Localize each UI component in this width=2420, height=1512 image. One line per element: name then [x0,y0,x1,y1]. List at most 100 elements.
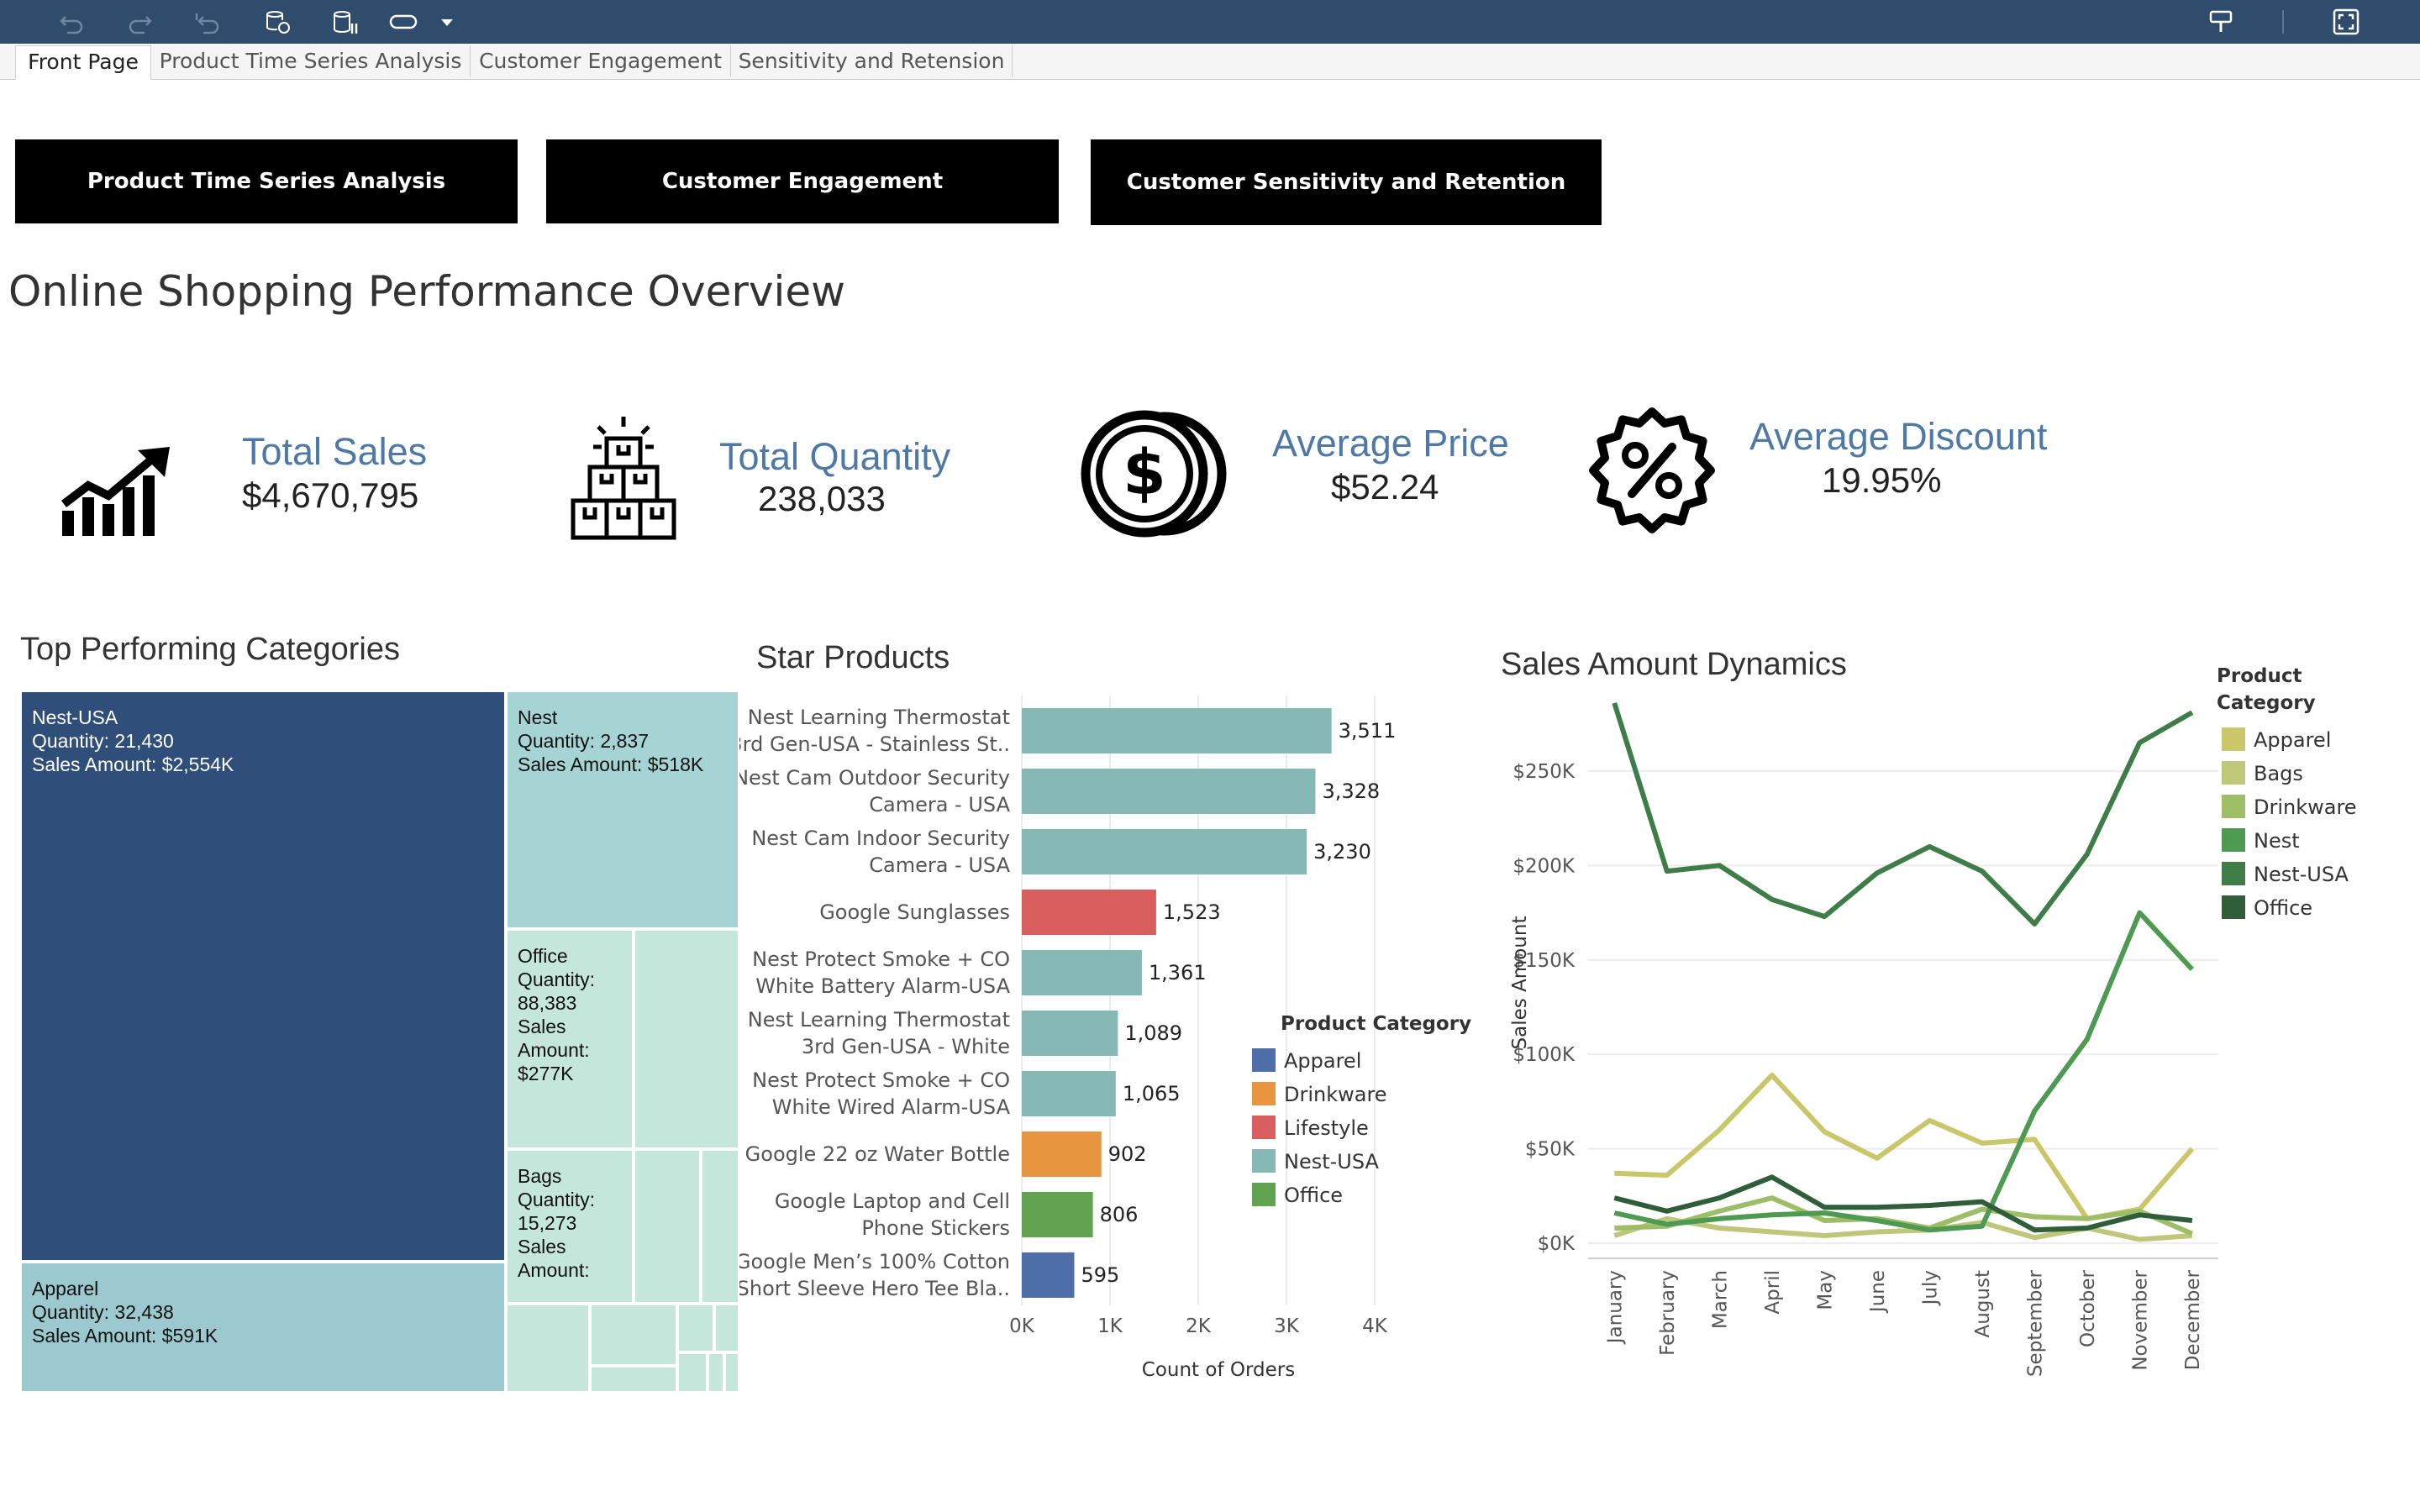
legend-swatch[interactable] [2222,795,2245,818]
legend-swatch[interactable] [1252,1149,1276,1173]
category-label: White Battery Alarm-USA [755,974,1010,998]
treemap-subtile[interactable] [634,929,739,1149]
treemap-subtile[interactable] [701,1149,739,1304]
tile-name: Nest [518,706,558,728]
bar[interactable] [1022,1131,1102,1177]
category-label: Google Men’s 100% Cotton [739,1250,1010,1273]
x-tick-label: October [2077,1269,2099,1347]
legend-swatch[interactable] [2222,727,2245,751]
category-label: Nest Protect Smoke + CO [752,948,1010,971]
dropdown-caret-icon[interactable] [432,7,457,37]
category-label: Short Sleeve Hero Tee Bla.. [739,1277,1010,1300]
tab-customer-engagement[interactable]: Customer Engagement [471,45,731,77]
total-quantity-value: 238,033 [758,479,886,518]
y-tick-label: $50K [1525,1139,1576,1161]
legend-title: Category [2217,692,2316,714]
x-tick-label: 0K [1009,1315,1035,1337]
x-tick-label: September [2024,1269,2046,1377]
treemap-subtile[interactable] [506,1304,590,1393]
legend-label: Apparel [2254,728,2331,752]
bar[interactable] [1022,1071,1116,1116]
treemap-subtile[interactable] [677,1352,708,1393]
bar-value-label: 1,089 [1124,1021,1182,1045]
treemap-subtile[interactable] [677,1304,714,1352]
series-line[interactable] [1613,1215,2193,1242]
y-tick-label: $0K [1538,1233,1576,1255]
series-line[interactable] [1613,910,2194,1233]
redo-icon[interactable] [124,7,155,37]
treemap-subtile[interactable] [634,1149,701,1304]
x-tick-label: July [1919,1270,1941,1306]
bar[interactable] [1022,829,1307,874]
tab-sensitivity-and-retension[interactable]: Sensitivity and Retension [731,45,1013,77]
x-axis-label: Count of Orders [1142,1359,1295,1381]
treemap-tile-bags[interactable]: Bags Quantity: 15,273 Sales Amount: [506,1149,634,1304]
fullscreen-icon[interactable] [2331,7,2361,37]
sheet-tab-bar: Front Page Product Time Series Analysis … [0,44,2420,80]
undo-icon[interactable] [57,7,87,37]
sales-amount-dynamics-title: Sales Amount Dynamics [1501,647,1847,682]
tile-quantity-value: 15,273 [518,1212,577,1234]
treemap-tile-apparel[interactable]: Apparel Quantity: 32,438 Sales Amount: $… [20,1262,506,1393]
series-line[interactable] [1612,702,2194,927]
legend-swatch[interactable] [1252,1183,1276,1206]
product-time-series-analysis-button[interactable]: Product Time Series Analysis [15,139,518,223]
treemap-tile-nest-usa[interactable]: Nest-USA Quantity: 21,430 Sales Amount: … [20,690,506,1262]
total-sales-label: Total Sales [242,430,428,473]
tile-sales-label: Amount: [518,1259,590,1281]
treemap-subtile[interactable] [590,1304,677,1366]
bar[interactable] [1022,708,1332,753]
treemap-subtile[interactable] [714,1304,739,1352]
treemap-tile-office[interactable]: Office Quantity: 88,383 Sales Amount: $2… [506,929,634,1149]
series-line[interactable] [1614,1072,2195,1221]
tab-front-page[interactable]: Front Page [15,45,151,80]
y-tick-label: $150K [1512,950,1576,972]
bar[interactable] [1022,1252,1075,1298]
category-label: Google Laptop and Cell [775,1189,1010,1213]
legend-swatch[interactable] [2222,895,2245,919]
category-label: White Wired Alarm-USA [772,1095,1011,1119]
tile-sales: Sales Amount: $518K [518,753,704,775]
tab-product-time-series-analysis[interactable]: Product Time Series Analysis [151,45,471,77]
bar-value-label: 806 [1100,1203,1139,1226]
treemap-subtile[interactable] [590,1366,677,1393]
series-line[interactable] [1613,1174,2193,1233]
legend-label: Drinkware [1284,1083,1387,1106]
bar[interactable] [1022,1011,1118,1056]
bar[interactable] [1022,950,1142,995]
revert-icon[interactable] [192,7,222,37]
pause-updates-icon[interactable] [329,7,360,37]
customer-sensitivity-and-retention-button[interactable]: Customer Sensitivity and Retention [1091,139,1602,225]
legend-swatch[interactable] [1252,1116,1276,1139]
legend-swatch[interactable] [2222,761,2245,785]
category-label: Camera - USA [869,793,1010,816]
customer-engagement-button[interactable]: Customer Engagement [546,139,1059,223]
star-products-bar-chart: Nest Learning Thermostat 3rd Gen-USA - St… [739,696,1471,1381]
tile-name: Apparel [32,1278,99,1299]
tile-name: Bags [518,1165,562,1187]
treemap-tile-nest[interactable]: Nest Quantity: 2,837 Sales Amount: $518K [506,690,739,929]
legend-swatch[interactable] [1252,1048,1276,1072]
bar[interactable] [1022,1192,1093,1237]
legend-label: Nest-USA [2254,863,2349,886]
refresh-data-icon[interactable] [262,7,292,37]
legend-swatch[interactable] [2222,862,2245,885]
category-treemap: Nest-USA Quantity: 21,430 Sales Amount: … [20,690,739,1393]
category-label: Google 22 oz Water Bottle [745,1142,1010,1166]
tile-sales-value: $277K [518,1063,574,1084]
presentation-mode-icon[interactable] [388,7,418,37]
legend-label: Nest [2254,829,2300,853]
bar-value-label: 1,065 [1123,1082,1181,1105]
x-tick-label: 3K [1274,1315,1300,1337]
category-label: Nest Learning Thermostat [748,1008,1010,1032]
growth-chart-icon [60,445,174,538]
sales-amount-line-chart: $0K $50K $100K $150K $200K $250K January Febru… [1509,665,2357,1377]
legend-swatch[interactable] [2222,828,2245,852]
legend-swatch[interactable] [1252,1082,1276,1105]
tile-quantity: Quantity: 32,438 [32,1301,174,1323]
bar[interactable] [1022,890,1156,935]
highlight-icon[interactable] [2207,7,2237,37]
treemap-subtile[interactable] [724,1352,739,1393]
treemap-subtile[interactable] [708,1352,724,1393]
bar[interactable] [1022,769,1316,814]
